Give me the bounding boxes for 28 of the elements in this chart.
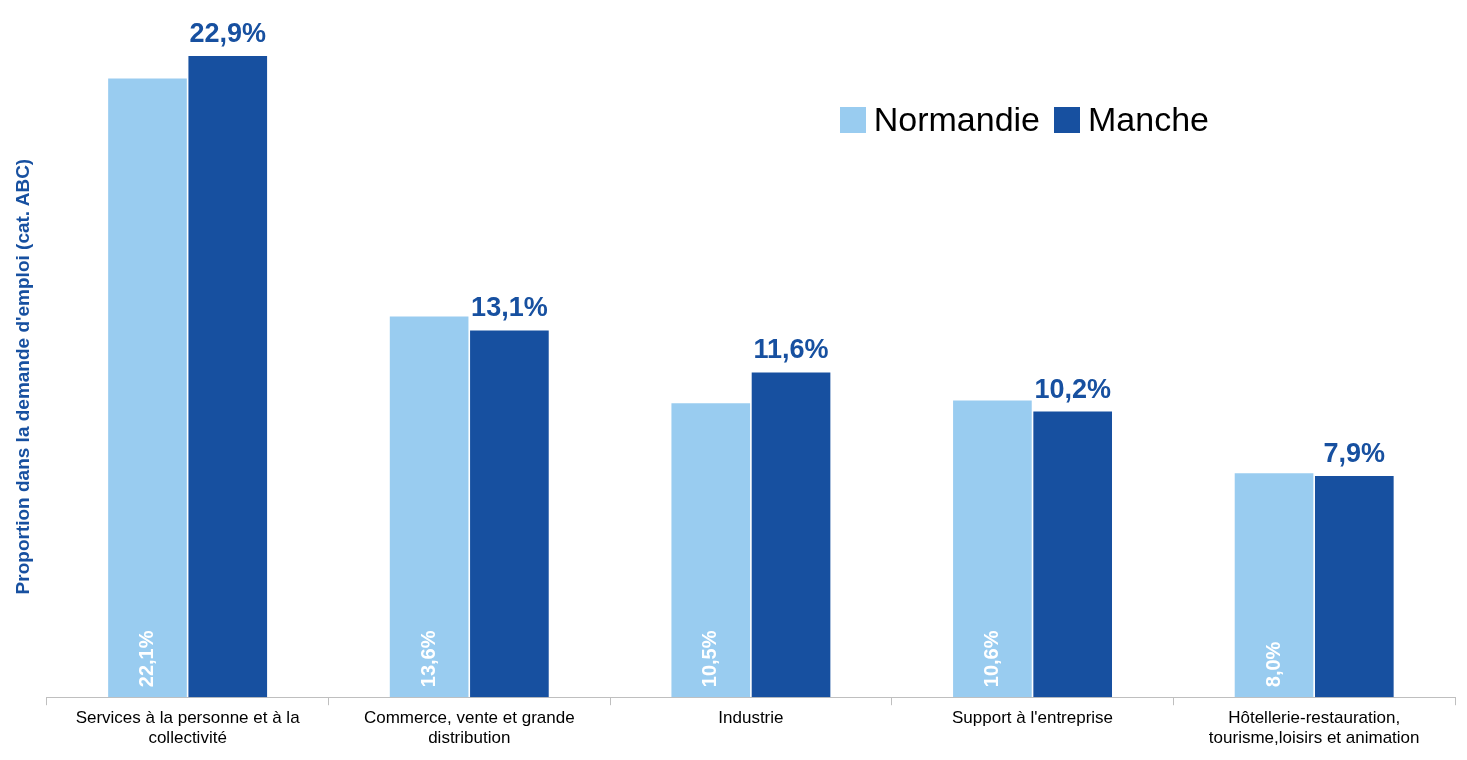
bar [389, 316, 469, 698]
x-tick-label: Services à la personne et à la collectivité [75, 708, 301, 748]
bar [1234, 473, 1314, 698]
x-tick-label: Industrie [718, 708, 784, 728]
bar [953, 400, 1032, 698]
y-axis-title: Proportion dans la demande d'emploi (cat. ABC) [11, 158, 33, 595]
bar [108, 78, 187, 698]
data-label: 10,5% [698, 630, 721, 688]
bar [1033, 411, 1113, 698]
bar [188, 56, 268, 698]
data-label: 7,9% [1323, 437, 1386, 468]
data-label: 10,6% [979, 630, 1002, 688]
x-tick-label: Hôtellerie-restauration, tourisme,loisirs et animation [1208, 708, 1420, 748]
data-label: 13,1% [471, 292, 548, 323]
data-label: 10,2% [1034, 373, 1111, 404]
bar [1314, 476, 1394, 698]
bar [671, 403, 751, 698]
legend-label: Normandie [873, 100, 1041, 139]
x-tick-label: Commerce, vente et grande distribution [363, 708, 575, 748]
data-label: 11,6% [753, 334, 829, 365]
x-tick-label: Support à l'entreprise [952, 708, 1114, 728]
data-label: 13,6% [416, 630, 439, 688]
bar [470, 330, 549, 698]
data-label: 8,0% [1261, 641, 1284, 688]
data-label: 22,9% [189, 17, 267, 48]
data-label: 22,1% [135, 630, 157, 688]
legend-label: Manche [1088, 100, 1209, 139]
bar [751, 372, 831, 698]
